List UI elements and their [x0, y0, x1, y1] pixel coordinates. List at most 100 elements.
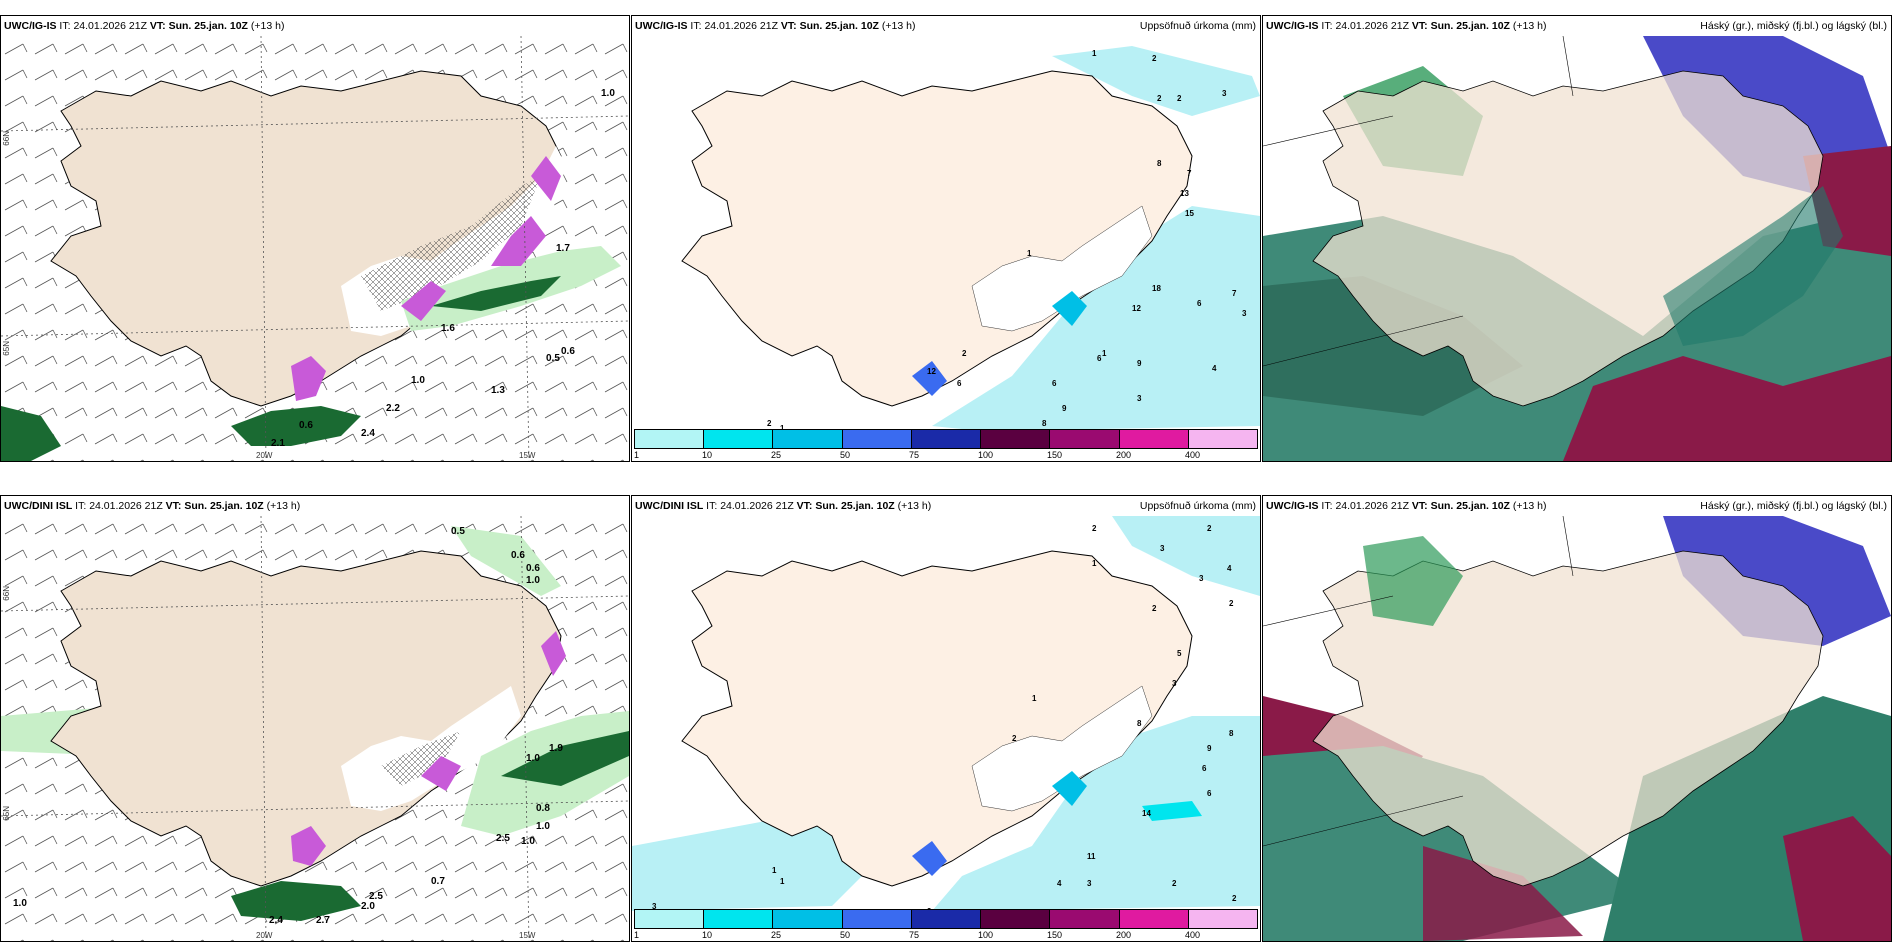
value-labels: 1.0 0.5 0.6 1.0 1.3 0.6 2.4 2.1 1.7 2.2 …	[271, 88, 615, 449]
colorbar-tick: 150	[1047, 450, 1063, 460]
value-label: 2	[1092, 524, 1097, 533]
value-label: 2	[1152, 604, 1157, 613]
vt-value: Sun. 25.jan. 10Z	[815, 500, 895, 512]
value-label: 8	[1137, 719, 1142, 728]
value-label: 0.5	[451, 526, 465, 537]
colorbar-swatch	[773, 910, 843, 928]
colorbar-tick: 200	[1116, 930, 1132, 940]
lead-time: (+13 h)	[881, 20, 916, 32]
it-value: 24.01.2026 21Z	[720, 500, 794, 512]
map-view[interactable]	[1263, 516, 1891, 941]
vt-value: Sun. 25.jan. 10Z	[1430, 20, 1510, 32]
value-label: 0.6	[526, 563, 540, 574]
panel-header: UWC/DINI ISL IT: 24.01.2026 21Z VT: Sun.…	[1, 496, 629, 516]
it-value: 24.01.2026 21Z	[704, 20, 778, 32]
colorbar-swatch	[1188, 430, 1257, 448]
lead-time: (+13 h)	[1512, 500, 1547, 512]
value-label: 13	[1180, 189, 1189, 198]
it-value: 24.01.2026 21Z	[1335, 20, 1409, 32]
value-label: 1.6	[441, 323, 455, 334]
value-label: 3	[1222, 89, 1227, 98]
value-label: 2.4	[269, 915, 283, 926]
value-label: 14	[1142, 809, 1151, 818]
panel-ig-precip: UWC/IG-IS IT: 24.01.2026 21Z VT: Sun. 25…	[631, 15, 1261, 462]
map-view[interactable]: 1.0 0.5 0.6 1.0 1.3 0.6 2.4 2.1 1.7 2.2 …	[1, 36, 629, 461]
colorbar-swatch	[911, 430, 982, 448]
lon-label: 20W	[256, 931, 273, 940]
value-label: 1.0	[13, 898, 27, 909]
value-label: 1.7	[556, 243, 570, 254]
value-label: 3	[1160, 544, 1165, 553]
value-label: 2	[1229, 599, 1234, 608]
panel-header: UWC/IG-IS IT: 24.01.2026 21Z VT: Sun. 25…	[632, 16, 1260, 36]
value-label: 9	[1137, 359, 1142, 368]
map-view[interactable]: 2 2 3 3 4 2 1 2 5 3 8 6 9 14 11 3 4	[632, 516, 1260, 941]
colorbar-swatch	[981, 910, 1051, 928]
colorbar-tick: 75	[909, 930, 920, 940]
colorbar-swatch	[635, 910, 705, 928]
value-label: 6	[1202, 764, 1207, 773]
it-value: 24.01.2026 21Z	[89, 500, 163, 512]
model-name: UWC/IG-IS	[4, 20, 57, 32]
value-label: 2.0	[361, 901, 375, 912]
vt-label: VT:	[1411, 500, 1428, 512]
value-label: 1	[780, 877, 785, 886]
value-label: 0.6	[561, 346, 575, 357]
colorbar-tick: 25	[771, 450, 782, 460]
lon-label: 15W	[519, 931, 536, 940]
value-label: 3	[1137, 394, 1142, 403]
colorbar-swatch	[1119, 910, 1189, 928]
value-label: 2.5	[496, 833, 510, 844]
colorbar-swatch	[1050, 430, 1120, 448]
value-label: 12	[1132, 304, 1141, 313]
vt-value: Sun. 25.jan. 10Z	[1430, 500, 1510, 512]
colorbar-swatch	[1119, 430, 1189, 448]
it-label: IT:	[1321, 500, 1333, 512]
lon-label: 15W	[519, 451, 536, 460]
value-label: 1	[780, 424, 785, 433]
it-value: 24.01.2026 21Z	[1335, 500, 1409, 512]
value-label: 9	[1207, 744, 1212, 753]
value-label: 3	[652, 902, 657, 911]
vt-label: VT:	[796, 500, 813, 512]
vt-value: Sun. 25.jan. 10Z	[799, 20, 879, 32]
map-view[interactable]	[1263, 36, 1891, 461]
value-label: 5	[1177, 649, 1182, 658]
panel-subtitle: Háský (gr.), miðský (fj.bl.) og lágský (…	[1700, 500, 1887, 512]
value-label: 15	[1185, 209, 1194, 218]
map-svg: 1 2 3 2 2 7 8 13 15 12 18 7 6 3 4 9 6	[681, 46, 1260, 438]
model-name: UWC/IG-IS	[1266, 20, 1319, 32]
panel-dini-wind-precip: UWC/DINI ISL IT: 24.01.2026 21Z VT: Sun.…	[0, 495, 630, 942]
value-labels: 0.5 0.6 0.6 1.0 1.0 1.9 0.8 1.0 2.5 1.0 …	[13, 526, 563, 926]
value-label: 2	[1012, 734, 1017, 743]
value-label: 0.5	[546, 353, 560, 364]
value-label: 3	[1242, 309, 1247, 318]
value-label: 2.7	[316, 915, 330, 926]
value-label: 1.0	[536, 821, 550, 832]
colorbar-swatch	[842, 430, 912, 448]
colorbar-tick: 10	[702, 450, 713, 460]
map-view[interactable]: 0.5 0.6 0.6 1.0 1.0 1.9 0.8 1.0 2.5 1.0 …	[1, 516, 629, 941]
it-label: IT:	[59, 20, 71, 32]
panel-dini-precip: UWC/DINI ISL IT: 24.01.2026 21Z VT: Sun.…	[631, 495, 1261, 942]
panel-ig-clouds: UWC/IG-IS IT: 24.01.2026 21Z VT: Sun. 25…	[1262, 15, 1892, 462]
vt-label: VT:	[149, 20, 166, 32]
value-label: 3	[1172, 679, 1177, 688]
value-label: 0.6	[511, 550, 525, 561]
map-svg: 2 2 3 3 4 2 1 2 5 3 8 6 9 14 11 3 4	[632, 516, 1260, 916]
colorbar-tick: 75	[909, 450, 920, 460]
vt-value: Sun. 25.jan. 10Z	[168, 20, 248, 32]
map-view[interactable]: 1 2 3 2 2 7 8 13 15 12 18 7 6 3 4 9 6	[632, 36, 1260, 461]
value-label: 3	[1087, 879, 1092, 888]
value-label: 1.0	[526, 753, 540, 764]
panel-ig-wind-precip: UWC/IG-IS IT: 24.01.2026 21Z VT: Sun. 25…	[0, 15, 630, 462]
value-label: 3	[1199, 574, 1204, 583]
precip-colorbar: 1 10 25 50 75 100 150 200 400	[634, 429, 1258, 460]
value-label: 9	[1062, 404, 1067, 413]
colorbar-tick: 50	[840, 450, 851, 460]
value-label: 1	[1092, 559, 1097, 568]
colorbar-swatch	[911, 910, 982, 928]
value-label: 8	[1229, 729, 1234, 738]
value-label: 1	[772, 866, 777, 875]
lat-label: 66N	[2, 586, 11, 601]
